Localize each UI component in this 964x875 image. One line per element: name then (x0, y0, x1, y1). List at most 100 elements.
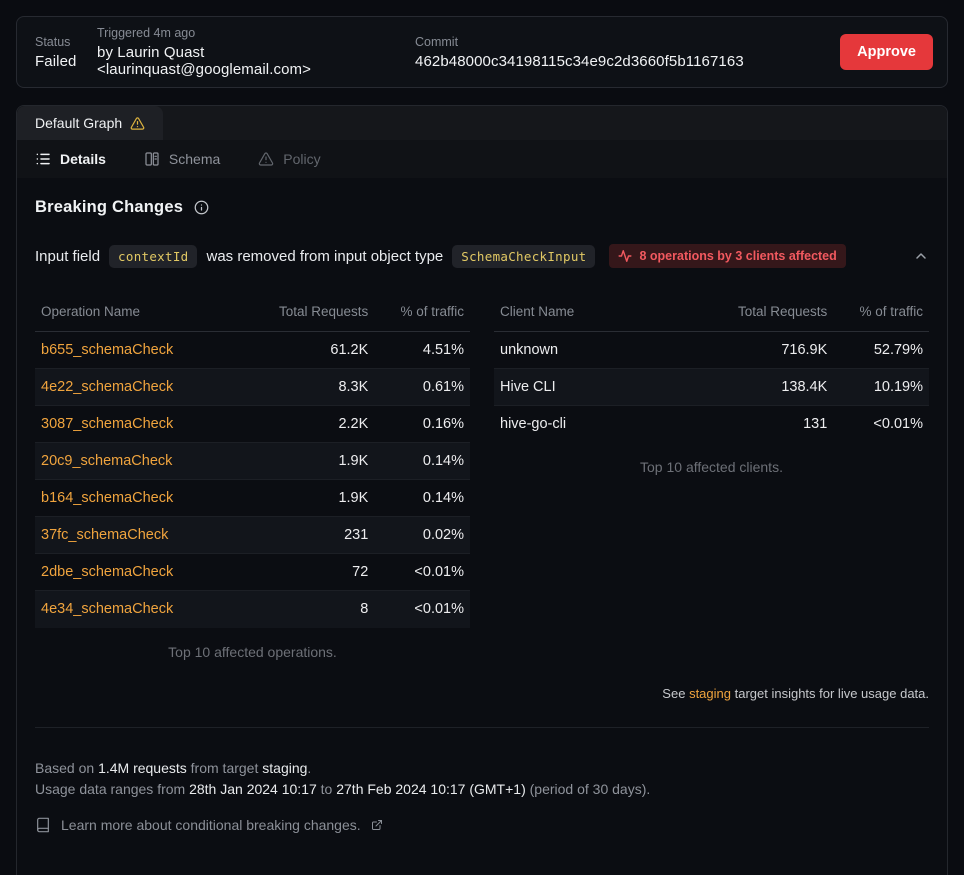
range-end-date: 27th Feb 2024 10:17 (GMT+1) (336, 780, 526, 797)
operations-table: Operation Name Total Requests % of traff… (35, 292, 470, 628)
col-pct-traffic: % of traffic (374, 292, 470, 332)
usage-range-line: Usage data ranges from 28th Jan 2024 10:… (35, 779, 929, 800)
range-start-date: 28th Jan 2024 10:17 (189, 780, 317, 797)
table-row: 37fc_schemaCheck 231 0.02% (35, 516, 470, 554)
based-prefix: Based on (35, 759, 95, 776)
table-row: Hive CLI 138.4K 10.19% (494, 368, 929, 406)
period-end: . (307, 759, 312, 776)
range-suffix: (period of 30 days). (529, 780, 651, 797)
requests-value: 72 (252, 553, 375, 591)
commit-label: Commit (415, 34, 459, 49)
requests-value: 716.9K (711, 331, 834, 369)
traffic-value: 0.14% (374, 479, 470, 517)
operation-link[interactable]: 4e34_schemaCheck (41, 601, 174, 618)
operation-link[interactable]: 37fc_schemaCheck (41, 527, 169, 543)
table-row: b655_schemaCheck 61.2K 4.51% (35, 331, 470, 369)
book-icon (35, 817, 51, 833)
traffic-value: 52.79% (833, 331, 929, 369)
client-name: hive-go-cli (500, 416, 567, 433)
table-row: 4e34_schemaCheck 8 <0.01% (35, 590, 470, 628)
requests-value: 131 (803, 416, 828, 433)
col-total-requests: Total Requests (252, 292, 375, 332)
list-icon (35, 151, 51, 167)
col-client-name: Client Name (494, 292, 712, 332)
check-summary-header: Status Failed Triggered 4m ago by Laurin… (16, 16, 948, 88)
range-prefix: Usage data ranges from (35, 780, 186, 797)
traffic-value: 0.02% (374, 516, 470, 554)
client-name: Hive CLI (494, 368, 712, 406)
change-text-prefix: Input field (35, 247, 101, 265)
requests-value: 138.4K (711, 368, 834, 406)
table-row: 20c9_schemaCheck 1.9K 0.14% (35, 442, 470, 480)
usage-summary: Based on 1.4M requests from target stagi… (35, 758, 929, 800)
affected-operations-badge: 8 operations by 3 clients affected (609, 244, 846, 268)
operations-table-header-row: Operation Name Total Requests % of traff… (35, 292, 470, 332)
requests-value: 8.3K (252, 368, 375, 406)
breaking-change-accordion-header[interactable]: Input field contextId was removed from i… (35, 244, 929, 268)
status-value: Failed (35, 52, 77, 70)
commit-hash: 462b48000c34198115c34e9c2d3660f5b1167163 (415, 52, 744, 70)
breaking-changes-title: Breaking Changes (35, 198, 184, 216)
removed-field-chip: contextId (109, 244, 198, 268)
traffic-value: 0.14% (374, 442, 470, 480)
operation-link[interactable]: b164_schemaCheck (41, 490, 174, 506)
operation-link[interactable]: b655_schemaCheck (41, 342, 174, 358)
tab-details[interactable]: Details (35, 151, 106, 167)
operation-link[interactable]: 2dbe_schemaCheck (41, 564, 174, 580)
change-text-middle: was removed from input object type (206, 247, 444, 265)
warning-triangle-icon (130, 116, 145, 131)
affected-badge-label: 8 operations by 3 clients affected (639, 249, 837, 263)
operation-link[interactable]: 4e22_schemaCheck (41, 379, 174, 395)
section-divider (35, 726, 929, 728)
external-link-icon (371, 819, 383, 831)
clients-table-caption: Top 10 affected clients. (640, 458, 783, 475)
operation-link[interactable]: 3087_schemaCheck (41, 416, 174, 432)
operation-link[interactable]: 20c9_schemaCheck (41, 453, 173, 469)
tab-schema-label: Schema (168, 151, 221, 167)
usage-based-line: Based on 1.4M requests from target stagi… (35, 758, 929, 779)
tab-policy-label: Policy (283, 151, 321, 167)
traffic-value: 10.19% (833, 368, 929, 406)
staging-insights-link[interactable]: staging (689, 685, 731, 701)
see-insights-prefix: See (662, 685, 686, 701)
approve-button[interactable]: Approve (840, 34, 933, 70)
from-target-text: from target (190, 759, 259, 776)
activity-icon (618, 249, 633, 263)
clients-table-header-row: Client Name Total Requests % of traffic (494, 292, 929, 332)
triggered-block: Triggered 4m ago by Laurin Quast <laurin… (97, 26, 397, 78)
table-row: b164_schemaCheck 1.9K 0.14% (35, 479, 470, 517)
traffic-value: 0.61% (374, 368, 470, 406)
info-icon[interactable] (194, 200, 209, 215)
learn-more-link[interactable]: Learn more about conditional breaking ch… (35, 817, 929, 833)
table-row: 4e22_schemaCheck 8.3K 0.61% (35, 368, 470, 406)
table-row: unknown 716.9K 52.79% (494, 331, 929, 369)
target-name: staging (262, 759, 308, 776)
request-count: 1.4M requests (98, 759, 187, 776)
col-pct-traffic: % of traffic (833, 292, 929, 332)
chevron-up-icon[interactable] (913, 248, 929, 264)
schema-icon (144, 151, 160, 167)
traffic-value: <0.01% (374, 553, 470, 591)
col-total-requests: Total Requests (711, 292, 834, 332)
traffic-value: <0.01% (414, 601, 464, 618)
schema-check-panel: Default Graph Details Schema Policy (16, 105, 948, 875)
requests-value: 231 (252, 516, 375, 554)
tab-schema[interactable]: Schema (144, 151, 220, 167)
graph-tab-label: Default Graph (35, 115, 123, 131)
alert-triangle-icon (258, 151, 274, 167)
tab-default-graph[interactable]: Default Graph (17, 106, 164, 140)
graph-tab-strip: Default Graph (17, 106, 947, 140)
input-type-chip: SchemaCheckInput (452, 244, 596, 268)
learn-more-label: Learn more about conditional breaking ch… (61, 816, 361, 833)
status-block: Status Failed (35, 35, 79, 70)
tab-details-label: Details (60, 151, 106, 167)
tab-policy[interactable]: Policy (258, 151, 321, 167)
clients-table-container: Client Name Total Requests % of traffic … (494, 292, 929, 664)
triggered-label: Triggered 4m ago (97, 26, 196, 40)
client-name: unknown (494, 331, 712, 369)
requests-value: 1.9K (252, 479, 375, 517)
operations-table-caption: Top 10 affected operations. (168, 643, 337, 660)
requests-value: 1.9K (252, 442, 375, 480)
range-to-word: to (320, 780, 333, 797)
details-content: Breaking Changes Input field contextId w… (17, 178, 947, 833)
